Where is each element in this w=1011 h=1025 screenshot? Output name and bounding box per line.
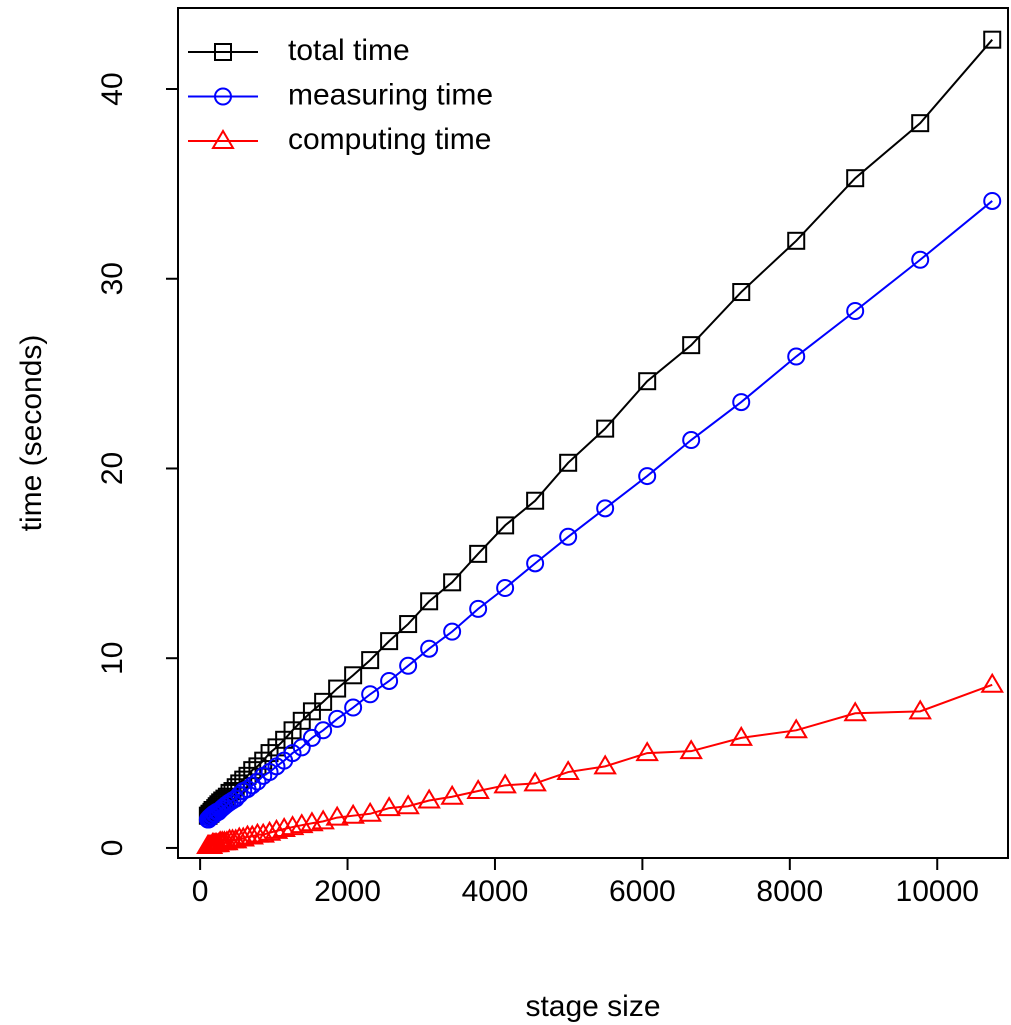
point — [556, 760, 580, 781]
point — [396, 794, 420, 815]
point — [682, 336, 701, 355]
series-line — [207, 39, 993, 817]
point — [732, 283, 751, 302]
x-tick-label: 4000 — [462, 875, 529, 908]
point — [314, 721, 333, 740]
point — [526, 491, 545, 510]
point — [341, 803, 365, 824]
point — [292, 711, 311, 730]
point — [787, 231, 806, 250]
point — [980, 672, 1004, 693]
point — [440, 784, 464, 805]
point — [380, 671, 399, 690]
point — [443, 622, 462, 641]
x-tick-label: 0 — [192, 875, 209, 908]
point — [911, 250, 930, 269]
point — [846, 169, 865, 188]
point — [361, 651, 380, 670]
point — [311, 809, 335, 830]
point — [280, 815, 305, 836]
point — [729, 725, 753, 746]
point — [846, 302, 865, 321]
legend-marker — [211, 129, 235, 149]
point — [361, 685, 380, 704]
y-tick-label: 20 — [96, 452, 129, 485]
point — [496, 579, 515, 598]
legend-label: total time — [288, 34, 410, 67]
point — [248, 772, 267, 791]
y-tick-label: 0 — [96, 840, 129, 857]
point — [593, 754, 617, 775]
point — [682, 431, 701, 450]
legend-label: computing time — [288, 123, 491, 156]
point — [420, 592, 439, 611]
x-tick-label: 8000 — [756, 875, 823, 908]
legend-marker — [214, 87, 232, 106]
point — [443, 573, 462, 592]
point — [292, 738, 311, 757]
point — [787, 347, 806, 366]
point — [243, 776, 262, 795]
point — [638, 467, 657, 486]
point — [314, 692, 333, 711]
point — [466, 779, 490, 800]
x-tick-label: 6000 — [609, 875, 676, 908]
point — [344, 698, 363, 717]
point — [217, 795, 236, 814]
legend-label: measuring time — [288, 78, 493, 111]
y-tick-label: 30 — [96, 262, 129, 295]
y-axis-label: time (seconds) — [15, 335, 48, 532]
point — [264, 818, 289, 839]
point — [417, 788, 441, 809]
point — [380, 632, 399, 651]
point — [469, 544, 488, 563]
y-tick-label: 10 — [96, 642, 129, 675]
point — [377, 796, 401, 817]
point — [344, 666, 363, 685]
point — [559, 527, 578, 546]
point — [302, 702, 321, 721]
point — [908, 699, 932, 720]
point — [257, 820, 282, 841]
point — [843, 701, 867, 722]
point — [983, 191, 1002, 210]
point — [283, 721, 302, 740]
point — [231, 826, 255, 847]
series-line — [207, 200, 993, 821]
point — [679, 739, 703, 760]
point — [596, 499, 615, 518]
point — [283, 744, 302, 763]
y-tick-label: 40 — [96, 72, 129, 105]
point — [493, 773, 517, 794]
legend-marker — [214, 43, 232, 61]
point — [328, 679, 347, 698]
point — [469, 599, 488, 618]
point — [559, 453, 578, 472]
point — [399, 656, 418, 675]
point — [523, 771, 547, 792]
point — [635, 741, 659, 762]
point — [358, 801, 382, 822]
x-tick-label: 2000 — [314, 875, 381, 908]
point — [496, 516, 515, 535]
point — [911, 114, 930, 133]
point — [325, 805, 349, 826]
point — [638, 372, 657, 391]
point — [526, 554, 545, 573]
point — [596, 419, 615, 438]
point — [732, 393, 751, 412]
point — [399, 615, 418, 634]
point — [328, 709, 347, 728]
point — [784, 718, 808, 739]
point — [420, 639, 439, 658]
point — [272, 816, 296, 837]
x-tick-label: 10000 — [896, 875, 979, 908]
point — [983, 30, 1002, 49]
x-axis-label: stage size — [525, 990, 660, 1023]
